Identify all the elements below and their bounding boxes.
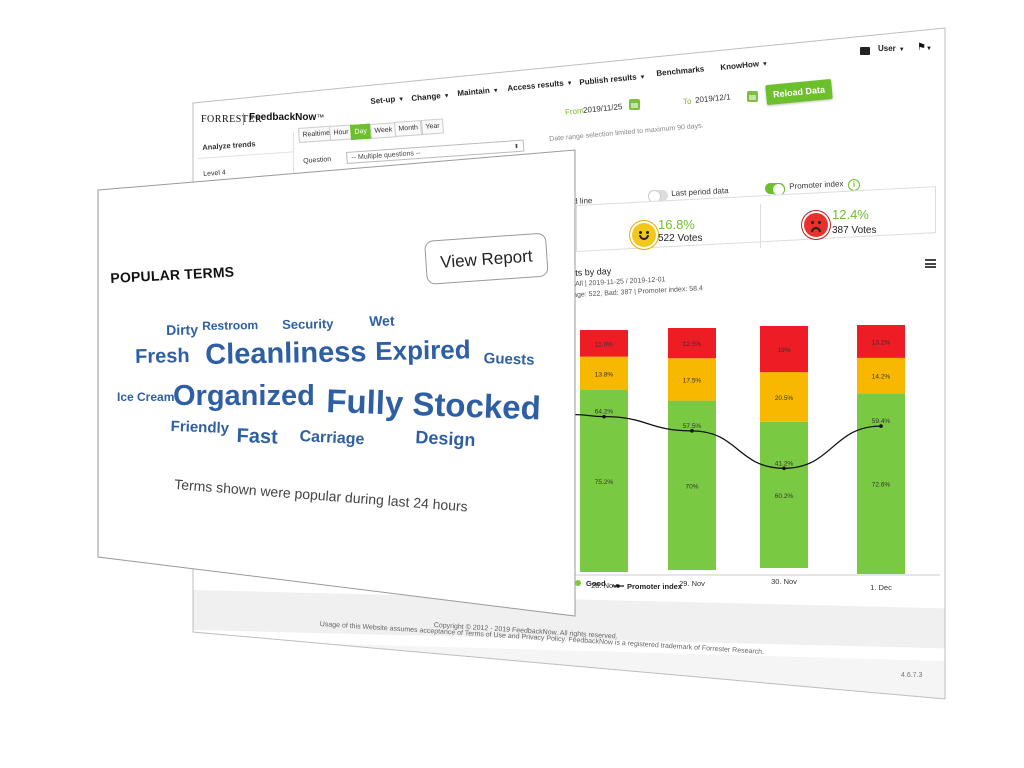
term-friendly: Friendly	[170, 418, 230, 438]
term-cleanliness: Cleanliness	[205, 336, 367, 371]
term-security: Security	[282, 316, 334, 332]
bar-data-label: 12.5%	[683, 341, 702, 348]
bar-data-label: 13.2%	[872, 339, 891, 346]
x-tick-label: 29. Nov	[679, 579, 705, 588]
x-tick-label: 1. Dec	[870, 583, 892, 592]
terms-note: Terms shown were popular during last 24 …	[173, 476, 469, 515]
bar-data-label: 11.0%	[595, 341, 613, 348]
term-ice-cream: Ice Cream	[117, 390, 175, 404]
term-carriage: Carriage	[299, 428, 365, 449]
promoter-data-label: 57.5%	[683, 423, 702, 430]
term-guests: Guests	[483, 350, 535, 369]
bar-data-label: 70%	[685, 483, 698, 490]
legend-good[interactable]: Good	[586, 579, 606, 588]
bar-data-label: 19%	[777, 347, 790, 354]
promoter-data-label: 59.4%	[872, 418, 891, 425]
view-report-button[interactable]: View Report	[424, 232, 549, 285]
bar-data-label: 13.8%	[595, 371, 614, 378]
term-restroom: Restroom	[202, 318, 259, 333]
bar-data-label: 60.2%	[775, 493, 794, 500]
term-fresh: Fresh	[135, 345, 190, 368]
popular-terms-title: POPULAR TERMS	[110, 263, 235, 286]
legend-promoter-index[interactable]: Promoter index	[627, 582, 683, 591]
legend-line-dot	[616, 584, 620, 588]
bar-data-label: 14.2%	[872, 374, 891, 381]
promoter-data-label: 41.2%	[775, 460, 794, 467]
term-expired: Expired	[375, 334, 471, 366]
term-organized: Organized	[173, 380, 315, 412]
term-dirty: Dirty	[166, 321, 199, 338]
bar-data-label: 72.6%	[872, 482, 891, 489]
bar-data-label: 75.2%	[595, 479, 614, 486]
x-tick-label: 30. Nov	[771, 577, 797, 586]
term-design: Design	[414, 427, 476, 451]
term-wet: Wet	[369, 312, 395, 329]
bar-data-label: 20.5%	[775, 395, 794, 402]
promoter-data-label: 64.2%	[595, 409, 614, 416]
legend-good-marker	[575, 580, 581, 586]
version-label: 4.6.7.3	[901, 672, 923, 679]
bar-data-label: 17.5%	[683, 377, 702, 384]
term-fully-stocked: Fully Stocked	[325, 382, 542, 427]
term-fast: Fast	[236, 425, 279, 449]
